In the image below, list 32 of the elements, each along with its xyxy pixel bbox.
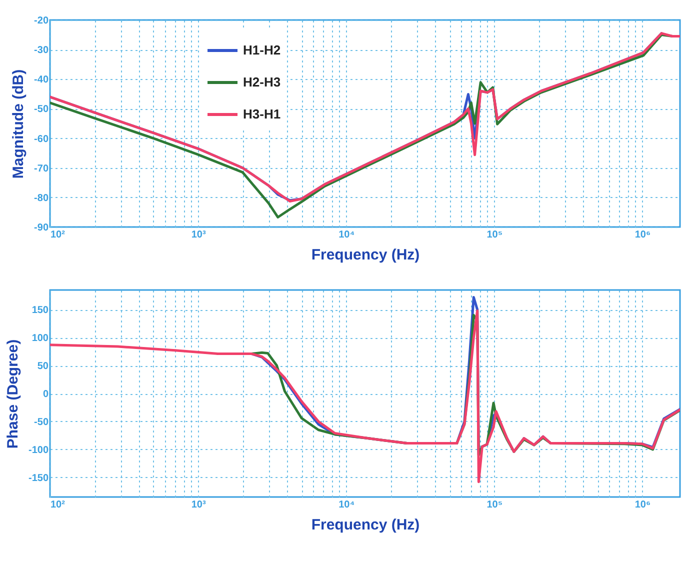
y-tick-label: 0	[42, 389, 49, 400]
y-axis-title: Magnitude (dB)	[10, 69, 28, 179]
y-tick-label: 150	[32, 305, 49, 316]
y-tick-label: -150	[28, 472, 49, 484]
x-tick-label: 10⁶	[634, 230, 651, 240]
y-tick-label: 100	[32, 333, 49, 344]
y-tick-label: -70	[34, 163, 49, 174]
x-tick-label: 10⁵	[486, 500, 503, 510]
y-tick-label: -40	[34, 74, 49, 86]
x-tick-label: 10⁵	[486, 230, 503, 240]
y-tick-label: -20	[34, 16, 49, 26]
y-tick-label: -60	[34, 134, 49, 145]
y-tick-label: -100	[28, 444, 49, 456]
y-axis-title: Phase (Degree)	[4, 339, 22, 449]
y-tick-label: 50	[37, 361, 49, 372]
x-tick-label: 10²	[50, 230, 66, 240]
x-axis-title: Frequency (Hz)	[311, 246, 420, 264]
x-tick-label: 10⁴	[338, 500, 355, 510]
x-tick-label: 10²	[50, 500, 66, 510]
x-tick-label: 10⁶	[634, 500, 651, 510]
x-tick-label: 10³	[191, 500, 206, 510]
x-tick-label: 10⁴	[338, 230, 355, 240]
legend-label: H1-H2	[243, 42, 281, 58]
x-tick-label: 10³	[191, 230, 206, 240]
y-tick-label: -50	[34, 104, 49, 116]
legend-label: H2-H3	[243, 74, 281, 90]
y-tick-label: -90	[34, 222, 49, 234]
y-tick-label: -80	[34, 192, 49, 204]
y-tick-label: -30	[34, 45, 49, 56]
legend-label: H3-H1	[243, 106, 281, 122]
y-tick-label: -50	[34, 416, 49, 428]
x-axis-title: Frequency (Hz)	[311, 516, 420, 534]
